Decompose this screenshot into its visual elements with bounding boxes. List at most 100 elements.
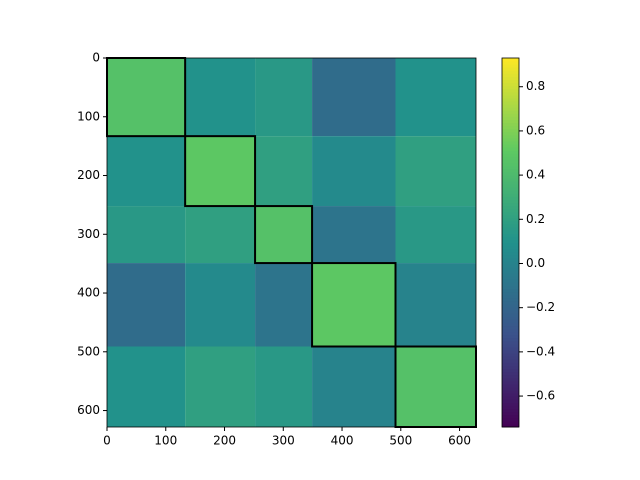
- colorbar-step: [502, 224, 519, 228]
- colorbar-step: [502, 82, 519, 87]
- colorbar-step: [502, 294, 519, 299]
- x-tick-label: 100: [154, 434, 177, 448]
- colorbar-step: [502, 319, 519, 323]
- colorbar-step: [502, 420, 519, 425]
- heatmap-cell: [312, 346, 396, 427]
- y-tick-label: 400: [77, 286, 100, 300]
- colorbar-step: [502, 325, 519, 330]
- colorbar-step: [502, 227, 519, 231]
- heatmap-cell: [255, 58, 313, 137]
- heatmap-cell: [107, 58, 186, 137]
- colorbar-step: [502, 393, 519, 397]
- colorbar-tick-label: 0.2: [526, 212, 545, 226]
- heatmap-cell: [255, 263, 313, 347]
- colorbar-step: [502, 131, 519, 136]
- y-tick-label: 600: [77, 403, 100, 417]
- y-tick-label: 0: [92, 51, 100, 65]
- colorbar-step: [502, 91, 519, 96]
- colorbar-step: [502, 156, 519, 160]
- colorbar-step: [502, 171, 519, 176]
- heatmap-cell: [312, 136, 396, 207]
- colorbar-step: [502, 134, 519, 139]
- colorbar-step: [502, 365, 519, 370]
- colorbar-step: [502, 147, 519, 151]
- heatmap-cell: [395, 263, 476, 347]
- colorbar-step: [502, 371, 519, 376]
- colorbar-step: [502, 390, 519, 394]
- colorbar-tick-label: 0.0: [526, 256, 545, 270]
- colorbar-step: [502, 343, 519, 348]
- colorbar-step: [502, 353, 519, 357]
- colorbar-tick-label: 0.8: [526, 79, 545, 93]
- colorbar-step: [502, 270, 519, 274]
- colorbar-step: [502, 233, 519, 237]
- colorbar-step: [502, 408, 519, 413]
- colorbar-step: [502, 119, 519, 124]
- colorbar-frame: [501, 57, 520, 428]
- colorbar-step: [502, 128, 519, 133]
- colorbar-step: [502, 193, 519, 197]
- colorbar-step: [502, 331, 519, 336]
- colorbar-step: [502, 313, 519, 317]
- y-tick-label: 500: [77, 344, 100, 358]
- colorbar-step: [502, 359, 519, 363]
- colorbar-step: [502, 245, 519, 250]
- colorbar-step: [502, 288, 519, 293]
- colorbar-step: [502, 337, 519, 342]
- block-box: [184, 135, 257, 208]
- colorbar-step: [502, 350, 519, 354]
- colorbar-step: [502, 248, 519, 253]
- heatmap-cell: [107, 136, 186, 207]
- colorbar-tick-label: 0.6: [526, 123, 545, 137]
- x-tick-label: 600: [448, 434, 471, 448]
- colorbar-tick-label: 0.4: [526, 168, 545, 182]
- colorbar-step: [502, 76, 519, 81]
- colorbar-tick-label: −0.4: [526, 344, 555, 358]
- colorbar-tick-label: −0.6: [526, 389, 555, 403]
- colorbar-step: [502, 377, 519, 382]
- colorbar-step: [502, 396, 519, 400]
- colorbar-step: [502, 85, 519, 90]
- heatmap-cell: [395, 206, 476, 264]
- colorbar-step: [502, 340, 519, 345]
- colorbar-step: [502, 380, 519, 385]
- colorbar-step: [502, 405, 519, 410]
- colorbar-step: [502, 162, 519, 167]
- colorbar-step: [502, 101, 519, 105]
- colorbar-step: [502, 414, 519, 419]
- colorbar-step: [502, 383, 519, 388]
- x-tick-label: 300: [272, 434, 295, 448]
- colorbar-step: [502, 399, 519, 403]
- colorbar-step: [502, 97, 519, 102]
- colorbar-step: [502, 264, 519, 268]
- colorbar-step: [502, 214, 519, 219]
- heatmap-cell: [255, 136, 313, 207]
- y-tick-label: 200: [77, 168, 100, 182]
- heatmap-cell: [185, 136, 256, 207]
- heatmap-cell: [107, 263, 186, 347]
- colorbar-step: [502, 276, 519, 280]
- colorbar-step: [502, 141, 519, 145]
- colorbar-step: [502, 402, 519, 406]
- colorbar-step: [502, 150, 519, 154]
- colorbar-step: [502, 374, 519, 379]
- y-tick-label: 100: [77, 109, 100, 123]
- colorbar-step: [502, 187, 519, 191]
- colorbar-step: [502, 236, 519, 240]
- colorbar-step: [502, 122, 519, 127]
- heatmap-cell: [255, 346, 313, 427]
- colorbar-step: [502, 282, 519, 287]
- colorbar-step: [502, 257, 519, 262]
- colorbar-step: [502, 239, 519, 243]
- colorbar-step: [502, 199, 519, 204]
- heatmap-cell: [312, 206, 396, 264]
- colorbar-step: [502, 190, 519, 194]
- colorbar-step: [502, 208, 519, 213]
- colorbar-step: [502, 328, 519, 333]
- colorbar-step: [502, 356, 519, 360]
- colorbar-step: [502, 285, 519, 290]
- y-tick-label: 300: [77, 227, 100, 241]
- block-box: [254, 205, 314, 265]
- colorbar-step: [502, 334, 519, 339]
